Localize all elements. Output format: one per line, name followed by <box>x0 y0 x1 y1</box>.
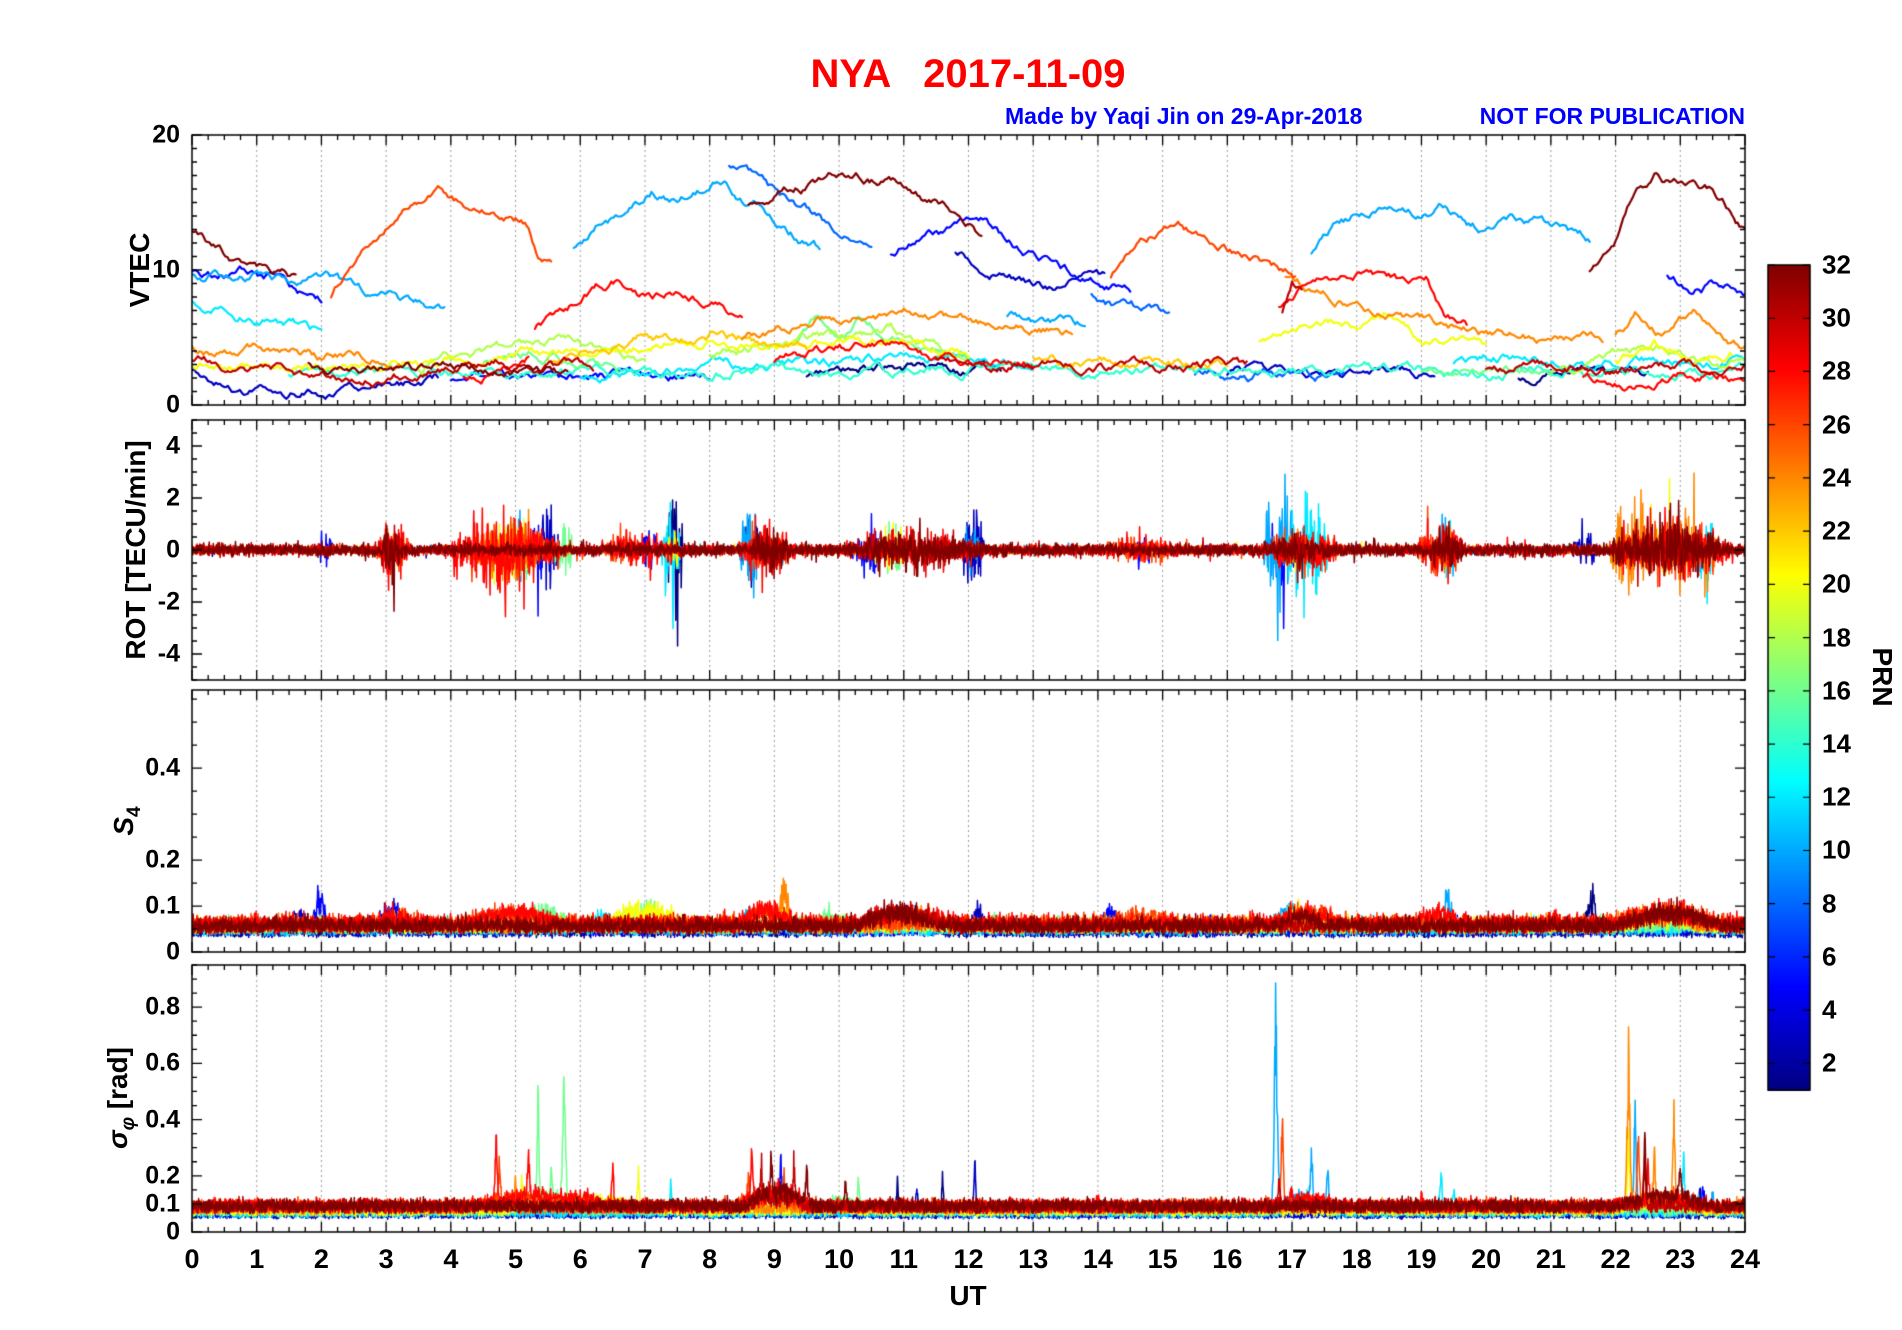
y-tick-label: 0.2 <box>145 1161 180 1190</box>
x-tick-label: 9 <box>766 1244 782 1274</box>
y-tick-label: 0 <box>166 390 180 419</box>
x-tick-label: 22 <box>1600 1244 1631 1274</box>
x-tick-label: 19 <box>1406 1244 1437 1274</box>
y-tick-label: 0.4 <box>145 753 180 782</box>
y-tick-label: 0.6 <box>145 1048 180 1077</box>
colorbar-tick-label: 10 <box>1822 834 1851 865</box>
x-tick-label: 10 <box>824 1244 855 1274</box>
publication-notice: NOT FOR PUBLICATION <box>1479 103 1745 129</box>
y-tick-label: 0.4 <box>145 1105 180 1134</box>
x-tick-label: 15 <box>1147 1244 1178 1274</box>
x-tick-label: 23 <box>1665 1244 1696 1274</box>
x-tick-label: 0 <box>184 1244 200 1274</box>
colorbar-tick-label: 14 <box>1822 728 1851 759</box>
colorbar-tick-label: 2 <box>1822 1047 1837 1078</box>
x-tick-label: 16 <box>1212 1244 1243 1274</box>
x-tick-label: 20 <box>1471 1244 1502 1274</box>
x-tick-label: 12 <box>953 1244 984 1274</box>
colorbar-tick-label: 22 <box>1822 515 1851 546</box>
y-tick-label: 0.1 <box>145 1189 180 1218</box>
y-tick-label: 0 <box>166 535 180 564</box>
colorbar-tick-label: 16 <box>1822 675 1851 706</box>
y-tick-label: -4 <box>157 639 180 668</box>
x-tick-label: 4 <box>443 1244 459 1274</box>
x-tick-label: 14 <box>1082 1244 1113 1274</box>
colorbar-tick-label: 6 <box>1822 941 1837 972</box>
credit-text: Made by Yaqi Jin on 29-Apr-2018 <box>1005 103 1363 129</box>
y-tick-label: 0.8 <box>145 992 180 1021</box>
colorbar-tick-label: 18 <box>1822 622 1851 653</box>
x-tick-label: 3 <box>378 1244 394 1274</box>
y-tick-label: 0 <box>166 1217 180 1246</box>
colorbar-tick-label: 28 <box>1822 355 1851 386</box>
x-tick-label: 7 <box>637 1244 653 1274</box>
y-axis-label-rot: ROT [TECU/min] <box>120 440 151 660</box>
colorbar-tick-label: 32 <box>1822 249 1851 280</box>
x-tick-label: 5 <box>508 1244 524 1274</box>
y-tick-label: 4 <box>166 431 180 460</box>
colorbar-tick-label: 20 <box>1822 568 1851 599</box>
colorbar-tick-label: 8 <box>1822 888 1837 919</box>
colorbar-tick-label: 12 <box>1822 781 1851 812</box>
y-tick-label: 0.1 <box>145 891 180 920</box>
x-tick-label: 11 <box>889 1244 919 1274</box>
x-tick-label: 2 <box>313 1244 329 1274</box>
x-tick-label: 1 <box>249 1244 265 1274</box>
y-tick-label: 20 <box>152 120 180 149</box>
x-tick-label: 8 <box>702 1244 718 1274</box>
y-axis-label-sigma_phi: σφ [rad] <box>102 1047 139 1149</box>
y-tick-label: -2 <box>157 587 180 616</box>
colorbar-tick-label: 24 <box>1822 462 1851 493</box>
colorbar-tick-label: 26 <box>1822 409 1851 440</box>
colorbar-tick-label: 30 <box>1822 302 1851 333</box>
y-axis-label-vtec: VTEC <box>124 232 155 308</box>
y-tick-label: 0 <box>166 937 180 966</box>
colorbar-label: PRN <box>1867 647 1898 707</box>
y-tick-label: 0.2 <box>145 845 180 874</box>
x-axis-label: UT <box>949 1280 987 1311</box>
colorbar-tick-label: 4 <box>1822 994 1837 1025</box>
x-tick-label: 17 <box>1277 1244 1308 1274</box>
x-tick-label: 21 <box>1535 1244 1566 1274</box>
y-axis-label-s4: S4 <box>108 806 145 836</box>
y-tick-label: 10 <box>152 255 180 284</box>
chart-title: NYA 2017-11-09 <box>810 52 1126 96</box>
x-tick-label: 24 <box>1729 1244 1761 1274</box>
y-tick-label: 2 <box>166 483 180 512</box>
x-tick-label: 13 <box>1018 1244 1049 1274</box>
x-tick-label: 18 <box>1341 1244 1372 1274</box>
x-tick-label: 6 <box>572 1244 588 1274</box>
